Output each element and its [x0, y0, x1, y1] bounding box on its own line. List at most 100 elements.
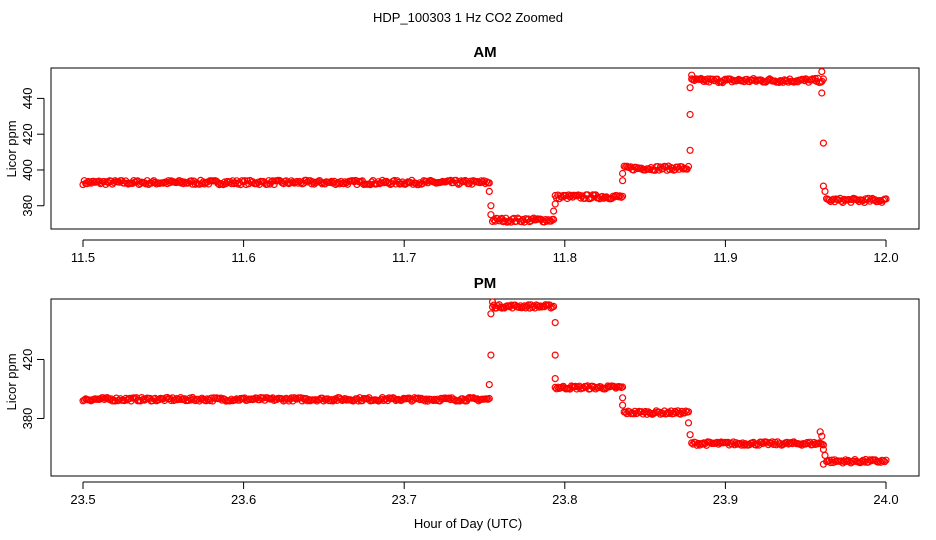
data-point: [709, 75, 717, 83]
data-point: [618, 394, 627, 402]
data-point: [485, 394, 493, 403]
data-point: [688, 71, 696, 79]
data-point: [618, 383, 627, 391]
data-points-am: [79, 67, 890, 226]
data-point: [476, 179, 484, 187]
data-point: [488, 298, 497, 306]
data-point: [551, 351, 559, 359]
data-point: [90, 177, 98, 185]
data-point: [618, 401, 627, 409]
data-point: [485, 381, 493, 389]
x-tick-label: 11.5: [71, 250, 95, 265]
data-point: [882, 195, 890, 203]
data-point: [733, 76, 742, 85]
data-point: [786, 439, 794, 447]
data-point: [221, 178, 229, 186]
data-point: [686, 146, 694, 154]
data-point: [549, 302, 558, 310]
data-point: [821, 451, 829, 459]
x-tick-label: 11.7: [392, 250, 416, 265]
data-point: [819, 460, 828, 468]
data-point: [614, 193, 623, 201]
panel-title-pm: PM: [474, 275, 497, 292]
data-point: [269, 177, 277, 185]
x-tick-label: 23.6: [231, 492, 256, 507]
x-tick-label: 23.9: [713, 492, 738, 507]
data-point: [294, 179, 302, 187]
data-point: [551, 200, 559, 208]
data-point: [485, 179, 493, 187]
y-axis-label-am: Licor ppm: [4, 120, 19, 177]
data-point: [549, 207, 558, 215]
data-point: [616, 192, 624, 200]
data-point: [549, 215, 558, 224]
y-tick-label: 420: [20, 349, 35, 371]
data-points-pm: [79, 298, 890, 468]
x-tick-label: 12.0: [873, 250, 898, 265]
x-tick-label: 11.6: [231, 250, 255, 265]
y-axis-label-pm: Licor ppm: [4, 353, 19, 410]
data-point: [429, 396, 437, 405]
data-point: [487, 202, 495, 210]
data-point: [882, 456, 890, 464]
y-tick-label: 440: [20, 88, 35, 110]
data-point: [533, 302, 542, 310]
panel-pm: PM Licor ppm 23.5 23.6 23.7 23.8 23.9 24.0 38…: [4, 275, 920, 507]
data-point: [686, 431, 694, 439]
y-tick-label: 420: [20, 123, 35, 145]
data-point: [880, 458, 889, 466]
data-point: [328, 396, 336, 404]
data-point: [487, 211, 495, 219]
data-point: [551, 375, 559, 383]
plot-frame-pm: [50, 298, 920, 477]
x-axis-title: Hour of Day (UTC): [414, 516, 522, 531]
data-point: [618, 192, 627, 200]
x-tick-label: 11.8: [553, 250, 577, 265]
data-point: [632, 163, 640, 172]
data-point: [349, 177, 357, 185]
data-point: [818, 67, 826, 76]
data-point: [818, 89, 826, 97]
data-point: [535, 303, 543, 311]
data-point: [487, 351, 495, 359]
data-point: [333, 179, 341, 187]
y-axis-pm: 380 420: [20, 349, 45, 430]
data-point: [567, 191, 576, 199]
data-point: [191, 180, 199, 188]
data-point: [757, 438, 766, 446]
data-point: [684, 408, 693, 416]
data-point: [617, 193, 625, 201]
data-point: [819, 441, 828, 449]
x-axis-pm: 23.5 23.6 23.7 23.8 23.9 24.0: [70, 481, 899, 507]
figure-title: HDP_100303 1 Hz CO2 Zoomed: [373, 10, 563, 25]
data-point: [115, 396, 123, 404]
y-tick-label: 380: [20, 408, 35, 430]
data-point: [816, 428, 824, 436]
data-point: [302, 176, 310, 184]
data-point: [551, 319, 559, 327]
data-point: [422, 177, 431, 185]
data-point: [818, 432, 826, 440]
data-point: [414, 181, 423, 189]
data-point: [238, 177, 246, 185]
data-point: [671, 407, 679, 415]
y-tick-label: 400: [20, 159, 35, 181]
y-tick-label: 380: [20, 195, 35, 217]
x-tick-label: 24.0: [873, 492, 898, 507]
data-point: [819, 75, 828, 83]
data-point: [487, 310, 495, 318]
data-point: [80, 396, 88, 404]
data-point: [684, 419, 693, 427]
data-point: [686, 110, 694, 119]
x-tick-label: 11.9: [713, 250, 737, 265]
panel-title-am: AM: [473, 44, 496, 61]
data-point: [684, 162, 693, 171]
data-point: [485, 187, 493, 195]
data-point: [618, 169, 627, 178]
panel-am: AM Licor ppm 11.5 11.6 11.7 11.8 11.9 12.0 38…: [4, 44, 920, 265]
data-point: [618, 177, 627, 185]
data-point: [821, 187, 829, 195]
data-point: [243, 396, 251, 404]
data-point: [686, 84, 694, 92]
